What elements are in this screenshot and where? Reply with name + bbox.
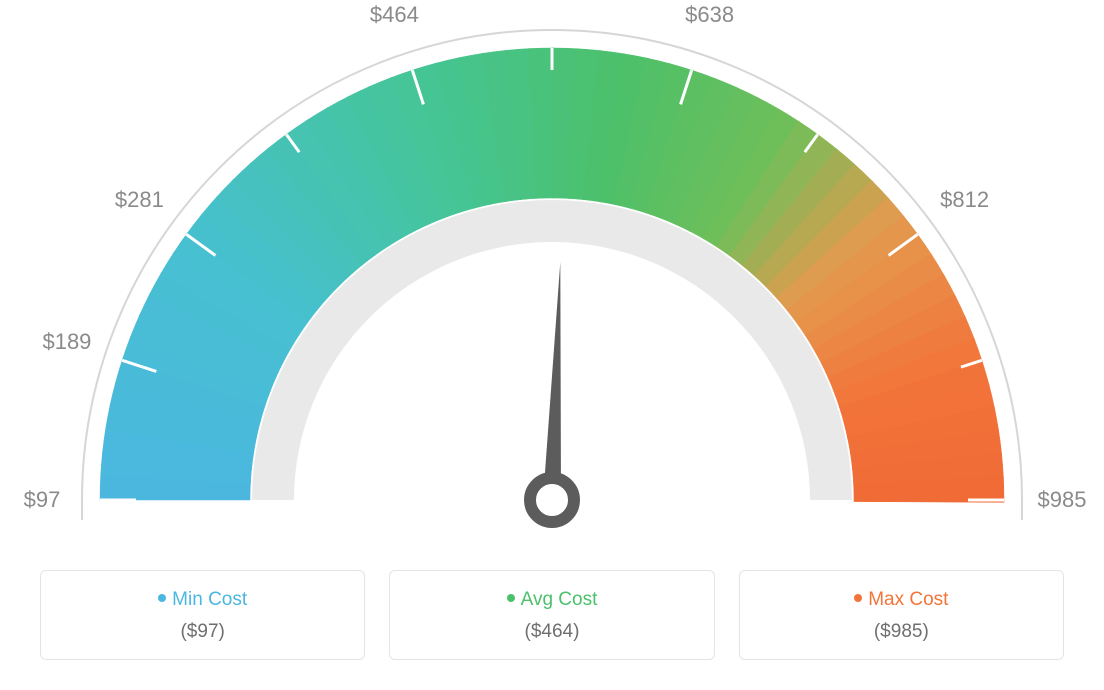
gauge-tick-label: $638: [685, 2, 734, 28]
gauge-svg: [0, 0, 1104, 560]
cost-gauge: $97 $189 $281 $464 $638 $812 $985: [0, 0, 1104, 560]
legend-max-label: Max Cost: [868, 589, 948, 610]
gauge-tick-label: $281: [115, 187, 164, 213]
legend-max-title: Max Cost: [750, 589, 1053, 611]
gauge-needle: [543, 262, 561, 500]
legend-avg-card: Avg Cost ($464): [389, 570, 714, 660]
legend-min-card: Min Cost ($97): [40, 570, 365, 660]
legend-min-title: Min Cost: [51, 589, 354, 611]
legend-avg-value: ($464): [400, 621, 703, 643]
legend-max-value: ($985): [750, 621, 1053, 643]
legend-avg-label: Avg Cost: [521, 589, 598, 610]
gauge-tick-label: $464: [370, 2, 419, 28]
gauge-tick-label: $189: [42, 329, 91, 355]
gauge-tick-label: $985: [1038, 487, 1087, 513]
dot-icon: [158, 594, 166, 602]
gauge-hub: [530, 478, 574, 522]
legend-row: Min Cost ($97) Avg Cost ($464) Max Cost …: [40, 570, 1064, 660]
legend-min-value: ($97): [51, 621, 354, 643]
legend-avg-title: Avg Cost: [400, 589, 703, 611]
dot-icon: [507, 594, 515, 602]
gauge-tick-label: $812: [940, 187, 989, 213]
dot-icon: [854, 594, 862, 602]
legend-min-label: Min Cost: [172, 589, 247, 610]
gauge-tick-label: $97: [24, 487, 61, 513]
legend-max-card: Max Cost ($985): [739, 570, 1064, 660]
